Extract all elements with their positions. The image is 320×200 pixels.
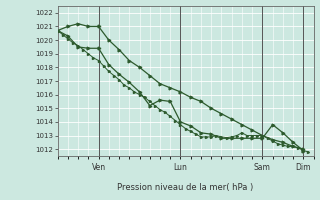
Text: Sam: Sam bbox=[254, 163, 271, 172]
Text: Dim: Dim bbox=[296, 163, 311, 172]
X-axis label: Pression niveau de la mer( hPa ): Pression niveau de la mer( hPa ) bbox=[117, 183, 254, 192]
Text: Ven: Ven bbox=[92, 163, 106, 172]
Text: Lun: Lun bbox=[173, 163, 188, 172]
